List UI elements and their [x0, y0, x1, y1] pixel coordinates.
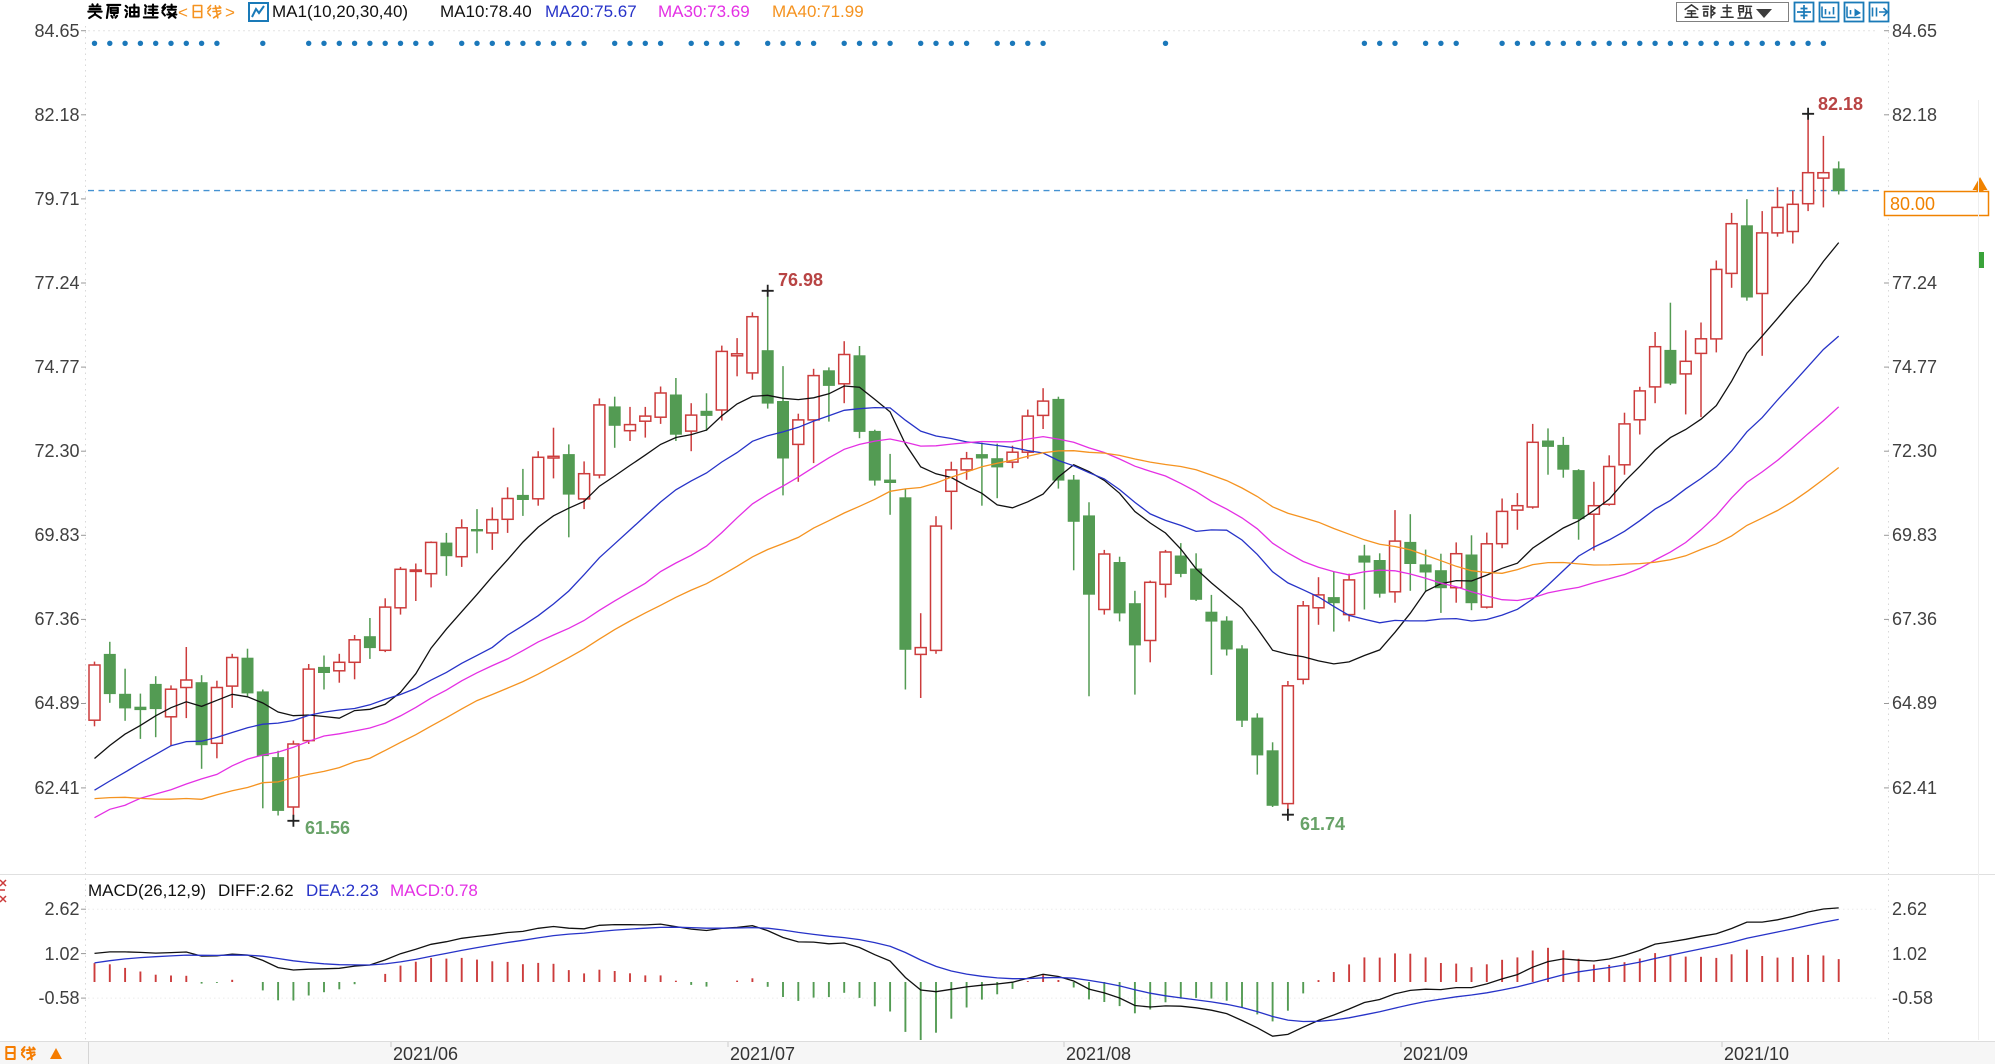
svg-text:2.62: 2.62	[44, 899, 79, 919]
svg-text:MA1(10,20,30,40): MA1(10,20,30,40)	[272, 2, 408, 21]
svg-text:>: >	[225, 3, 235, 22]
svg-text:MA40:71.99: MA40:71.99	[772, 2, 864, 21]
svg-text:67.36: 67.36	[1892, 609, 1937, 629]
svg-text:64.89: 64.89	[1892, 693, 1937, 713]
svg-text:84.65: 84.65	[34, 21, 79, 41]
svg-text:82.18: 82.18	[1892, 105, 1937, 125]
svg-text:2021/06: 2021/06	[393, 1044, 458, 1064]
svg-text:-0.58: -0.58	[1892, 988, 1933, 1008]
svg-text:61.74: 61.74	[1300, 814, 1345, 834]
svg-text:1.02: 1.02	[44, 944, 79, 964]
svg-text:62.41: 62.41	[34, 778, 79, 798]
svg-text:DIFF:2.62: DIFF:2.62	[218, 881, 294, 900]
svg-text:MA30:73.69: MA30:73.69	[658, 2, 750, 21]
svg-text:MA10:78.40: MA10:78.40	[440, 2, 532, 21]
svg-text:80.00: 80.00	[1890, 194, 1935, 214]
svg-text:77.24: 77.24	[1892, 273, 1937, 293]
svg-text:MACD:0.78: MACD:0.78	[390, 881, 478, 900]
svg-text:64.89: 64.89	[34, 693, 79, 713]
svg-text:62.41: 62.41	[1892, 778, 1937, 798]
svg-text:77.24: 77.24	[34, 273, 79, 293]
svg-text:76.98: 76.98	[778, 270, 823, 290]
svg-text:74.77: 74.77	[34, 357, 79, 377]
svg-text:2.62: 2.62	[1892, 899, 1927, 919]
svg-text:72.30: 72.30	[1892, 441, 1937, 461]
svg-text:67.36: 67.36	[34, 609, 79, 629]
svg-text:MACD(26,12,9): MACD(26,12,9)	[88, 881, 206, 900]
svg-text:MA20:75.67: MA20:75.67	[545, 2, 637, 21]
svg-text:DEA:2.23: DEA:2.23	[306, 881, 379, 900]
svg-text:72.30: 72.30	[34, 441, 79, 461]
svg-text:61.56: 61.56	[305, 818, 350, 838]
svg-text:82.18: 82.18	[34, 105, 79, 125]
svg-text:74.77: 74.77	[1892, 357, 1937, 377]
svg-text:2021/10: 2021/10	[1724, 1044, 1789, 1064]
svg-text:69.83: 69.83	[34, 525, 79, 545]
svg-text:79.71: 79.71	[34, 189, 79, 209]
svg-text:-0.58: -0.58	[38, 988, 79, 1008]
svg-text:69.83: 69.83	[1892, 525, 1937, 545]
svg-text:2021/07: 2021/07	[730, 1044, 795, 1064]
svg-text:84.65: 84.65	[1892, 21, 1937, 41]
svg-text:2021/08: 2021/08	[1066, 1044, 1131, 1064]
svg-text:82.18: 82.18	[1818, 94, 1863, 114]
svg-text:<: <	[178, 3, 188, 22]
svg-text:2021/09: 2021/09	[1403, 1044, 1468, 1064]
svg-text:1.02: 1.02	[1892, 944, 1927, 964]
